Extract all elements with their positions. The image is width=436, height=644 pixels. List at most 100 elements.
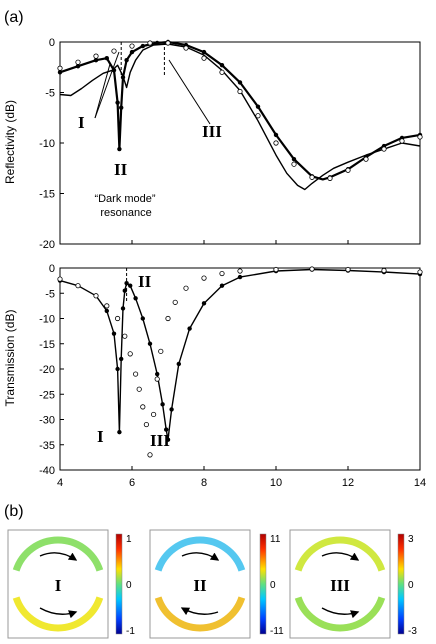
annotation-II-bottom: II [138,272,152,291]
reflectivity-series-3-point [165,40,171,46]
reflectivity-series-3-point [111,48,117,54]
transmission-xtick-label: 10 [270,477,282,489]
reflectivity-series-2-point [219,63,225,68]
colorbar-min-label: -3 [408,626,417,637]
transmission-series-2-point [133,371,139,377]
arrow-III [168,59,211,125]
bottom-current-arrow [321,607,360,619]
colorbar-mid-label: 0 [408,580,414,591]
transmission-ytick-label: -35 [39,440,55,452]
reflectivity-series-2-point [129,49,135,55]
top-ring-arc [12,536,104,572]
reflectivity-series-3-point [345,167,351,173]
field-map-label: I [55,576,62,595]
top-current-arrow [321,552,360,561]
annotation-III-top: III [202,122,222,141]
field-map-2: II 11 0 -11 [149,529,284,639]
reflectivity-ytick-label: -15 [39,189,55,201]
transmission-series-2-point [154,376,160,382]
reflectivity-series-3-point [291,161,297,167]
panel-label-b: (b) [4,503,24,520]
reflectivity-series-2-point [111,68,117,73]
transmission-ytick-label: -25 [39,389,55,401]
annotation-III-bottom: III [150,431,170,450]
reflectivity-series-3-point [129,43,135,49]
reflectivity-series-2-point [124,57,129,63]
transmission-series-1-point [122,288,128,293]
reflectivity-series-2-point [75,64,81,69]
transmission-series-1-point [119,356,124,362]
transmission-series-1-point [160,402,165,407]
reflectivity-series-2-point [120,75,126,80]
transmission-series-2-point [104,303,110,309]
transmission-series-1-point [111,331,117,336]
transmission-series-2-point [158,348,164,354]
transmission-series-2-point [136,386,142,392]
colorbar-max-label: 3 [408,534,414,545]
reflectivity-series-2-point [255,104,261,109]
colorbar-mid-label: 0 [126,580,132,591]
reflectivity-series-3-point [93,53,99,59]
reflectivity-series-2-point [201,49,207,55]
reflectivity-ytick-label: -5 [45,88,55,100]
reflectivity-ylabel: Reflectivity (dB) [3,100,17,184]
reflectivity-series-2-point [117,146,122,152]
transmission-series-2-point [165,315,171,322]
reflectivity-series-2-point [119,105,124,110]
transmission-series-1-point [164,427,169,432]
colorbar [397,533,405,635]
transmission-series-1-point [176,361,181,367]
annotation-II-top: II [114,160,128,179]
transmission-series-1-point [140,316,145,321]
bottom-current-arrow [39,607,78,619]
transmission-series-2-point [309,266,315,272]
reflectivity-series-3-point [75,59,81,65]
reflectivity-series-2-point [93,57,99,63]
top-current-arrow [39,552,78,561]
reflectivity-series-2-point [273,132,279,138]
reflectivity-series-2-point [237,80,243,85]
transmission-series-1-point [201,301,207,306]
transmission-ytick-label: -5 [45,288,55,300]
field-map-3: III 3 0 -3 [289,529,417,639]
colorbar-min-label: -1 [126,626,135,637]
reflectivity-series-2-point [291,156,297,162]
transmission-xtick-label: 8 [201,477,207,489]
bottom-current-arrow [180,607,219,616]
reflectivity-series-3-point [219,69,225,75]
arrow-I-a [94,63,111,119]
top-ring-arc [154,536,246,572]
transmission-series-1-point [169,407,174,412]
field-map-label: III [330,576,350,595]
transmission-xtick-label: 4 [57,477,63,489]
transmission-series-1-point [120,306,126,311]
transmission-series-1-point [237,274,243,280]
transmission-series-1-point [147,341,153,346]
reflectivity-series-3-point [417,134,423,140]
transmission-series-2-point [151,411,157,418]
reflectivity-series-3-point [147,40,153,46]
reflectivity-ytick-label: -10 [39,138,55,150]
bottom-ring-arc [154,596,246,632]
transmission-series-2-point [140,404,146,410]
transmission-xtick-label: 14 [414,477,426,489]
transmission-series-2-point [417,269,423,275]
reflectivity-series-3-point [327,175,333,181]
reflectivity-series-3-point [381,146,387,152]
colorbar [115,533,123,635]
reflectivity-series-3-point [57,65,63,71]
top-current-arrow [181,552,220,561]
transmission-series-1-point [165,437,171,442]
field-map-1: I 1 0 -1 [7,529,135,639]
transmission-series-2-point [75,283,81,289]
reflectivity-series-2-point [140,43,145,49]
transmission-plot-frame [59,267,421,471]
transmission-series-1-point [187,326,192,331]
panel-label-a: (a) [4,9,24,26]
transmission-series-1-point [219,283,225,288]
transmission-xtick-label: 6 [129,477,135,489]
transmission-series-2-point [122,333,128,339]
transmission-series-2-point [183,285,189,291]
reflectivity-series-2-point [155,40,160,46]
